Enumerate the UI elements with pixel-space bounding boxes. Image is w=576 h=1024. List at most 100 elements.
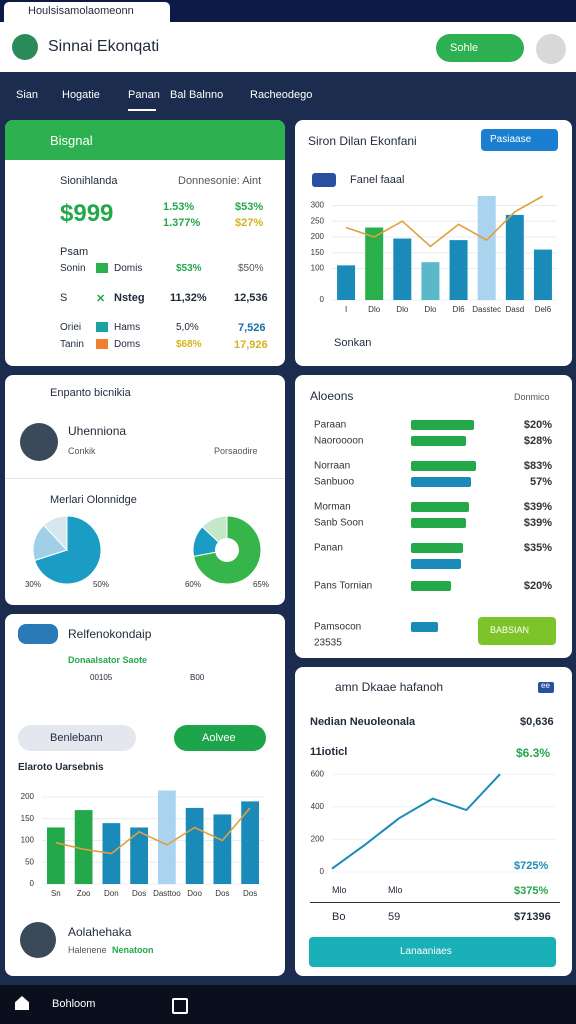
row-label: S [60,292,68,304]
bar [337,265,356,300]
trend-line [345,195,544,248]
y-tick-label: 300 [311,201,325,210]
nav-underline [128,109,156,111]
trend-badge-box [538,682,554,693]
pie-label: 60% [185,580,201,589]
pie-charts: 30% 50% 60% 65% [25,515,269,589]
trend-chart: 0 200 400 600 [311,769,555,876]
x-tick-label: I [345,305,347,314]
x-tick-label: Dl6 [453,305,466,314]
bottom-label[interactable]: Bohloom [52,998,96,1010]
list-value: $20% [524,419,552,431]
pies-title: Merlari Olonnidge [50,494,137,506]
trend-row-value: $0,636 [520,716,554,728]
nav-item[interactable]: Racheodego [250,89,313,101]
row-name: Domis [114,263,143,274]
y-tick-label: 200 [311,834,325,843]
y-tick-label: 250 [311,216,325,225]
x-tick-label: Dos [132,889,146,898]
bar [185,807,204,884]
bar [365,227,384,300]
trend-stat: $375% [514,885,549,897]
trend-stat: $71396 [514,911,551,923]
trend-button-label: Lanaaniaes [400,946,452,957]
pie-label: 50% [93,580,109,589]
list-value: $20% [524,580,552,592]
y-tick-label: 50 [25,857,34,866]
tab[interactable] [4,2,170,22]
relations-button[interactable] [174,725,266,751]
chart-title: Elaroto Uarsebnis [18,762,104,773]
nav-item[interactable]: Sian [16,89,39,101]
list-bar [411,461,476,471]
bar [505,214,524,300]
profile-status: Porsaodire [214,446,258,456]
summary-section: Psam [60,246,89,258]
nav-item[interactable]: Hogatie [62,89,100,101]
header-button[interactable] [436,34,524,62]
bottom-bar [0,985,576,1024]
nav-item[interactable]: Panan [128,89,160,101]
bar [393,238,412,300]
relations-subtitle: Donaalsator Saote [68,655,148,665]
x-tick-label: Zoo [77,889,91,898]
row-label: Tanin [60,339,84,350]
list-title: Aloeons [310,389,354,403]
row-value: $50% [238,263,264,274]
bar [157,790,176,884]
row-name: Doms [114,339,141,350]
trend-button[interactable] [309,937,556,967]
summary-stat: 1.53% [163,201,195,213]
x-tick-label: Dos [243,889,257,898]
x-tick-label: Dlo [368,305,381,314]
list-label: Sanb Soon [314,518,364,529]
summary-label: Sionihlanda [60,175,118,187]
y-tick-label: 400 [311,802,325,811]
bar [130,827,149,884]
divider [5,478,285,479]
row-icon [96,322,108,332]
bar [477,196,496,300]
x-tick-label: Dasttoo [153,889,181,898]
summary-stat: $53% [235,201,264,213]
nav-item[interactable]: Bal Balnno [170,89,224,101]
avatar[interactable] [536,34,566,64]
row-value: 7,526 [238,322,266,334]
bar [213,814,232,884]
summary-big: $999 [60,200,114,227]
bar-card-button[interactable] [481,129,558,151]
x-tick-label: Dasstec [472,305,501,314]
list-note: Donmico [514,392,550,402]
home-icon[interactable] [15,996,29,1010]
list-bars: Paraan Naoroooon $20% $28% Norraan Sanbuoo $83… [314,419,552,649]
x-tick-label: Dos [215,889,229,898]
row-value: 12,536 [234,292,268,304]
summary-stat: $27% [235,217,264,229]
trend-stat: $725% [514,860,549,872]
bar [241,801,260,884]
list-label: 23535 [314,638,342,649]
search-box[interactable] [18,725,136,751]
list-label: Morman [314,502,351,513]
row-label: Sonin [60,263,86,274]
x-tick-label: Dasd [505,305,524,314]
row-value: 11,32% [170,292,207,304]
bar-card-title: Siron Dilan Ekonfani [308,134,417,148]
profile-name: Uhenniona [68,424,127,438]
row-value: 17,926 [234,339,268,351]
menu-icon[interactable] [172,998,188,1014]
x-tick-label: Del6 [535,305,552,314]
summary-card [5,120,285,366]
divider [310,902,560,903]
relations-card [5,614,285,976]
row-value: $53% [176,263,202,274]
legend-label: Fanel faaal [350,174,405,186]
list-button[interactable] [478,617,556,645]
y-tick-label: 150 [21,814,35,823]
bar [46,827,65,884]
pie-label: 30% [25,580,41,589]
relations-chart: 0 50 100 150 200 Sn Zoo Don Dos Dasttoo Doo Dos Dos [21,790,264,898]
x-tick-label: Sn [51,889,61,898]
person-avatar [20,922,56,958]
donut-hole [215,538,239,562]
